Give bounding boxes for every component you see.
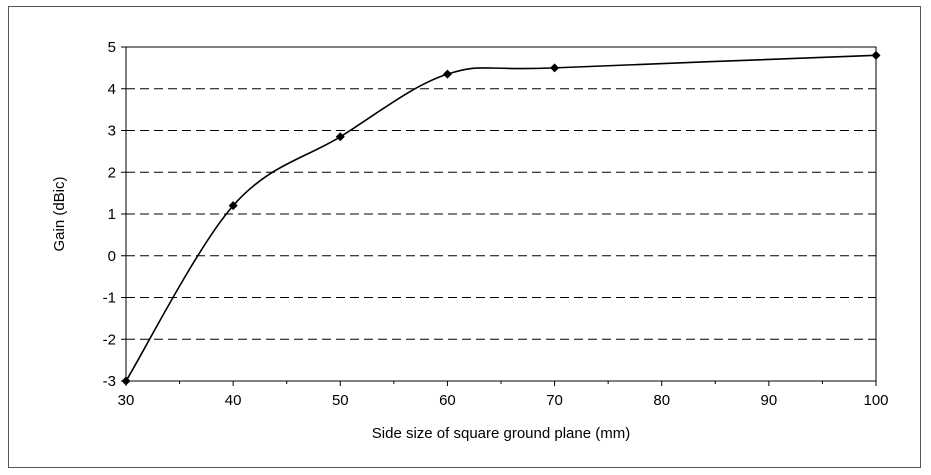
series-line [125, 54, 877, 382]
y-axis-label: Gain (dBic) [51, 176, 68, 251]
chart-frame: 30 40 50 60 70 80 90 100 5 4 3 2 1 0 -1 -2 -3 Side size… [8, 6, 921, 468]
gridlines [126, 88, 876, 340]
data-markers [121, 50, 881, 386]
y-axis-tick-labels: 5 4 3 2 1 0 -1 -2 -3 [103, 39, 116, 390]
y-tick-label: -1 [103, 290, 116, 307]
y-tick-label: 4 [108, 81, 116, 98]
x-tick-label: 30 [118, 392, 135, 409]
axis-ticks [121, 46, 877, 386]
data-point-marker [335, 132, 345, 142]
line-chart: 30 40 50 60 70 80 90 100 5 4 3 2 1 0 -1 -2 -3 Side size… [51, 39, 889, 442]
x-tick-label: 50 [332, 392, 349, 409]
y-tick-label: 5 [108, 39, 116, 56]
y-tick-label: 3 [108, 123, 116, 140]
data-point-marker [871, 50, 881, 60]
y-tick-label: 0 [108, 248, 116, 265]
y-tick-label: -2 [103, 331, 116, 348]
y-tick-label: 2 [108, 164, 116, 181]
x-tick-label: 100 [863, 392, 888, 409]
x-tick-label: 40 [225, 392, 242, 409]
x-axis-label: Side size of square ground plane (mm) [372, 425, 630, 442]
data-point-marker [550, 63, 560, 73]
x-axis-tick-labels: 30 40 50 60 70 80 90 100 [118, 392, 889, 409]
y-tick-label: 1 [108, 206, 116, 223]
x-tick-label: 60 [439, 392, 456, 409]
x-tick-label: 90 [761, 392, 778, 409]
data-point-marker [121, 376, 131, 386]
x-tick-label: 80 [653, 392, 670, 409]
x-tick-label: 70 [546, 392, 563, 409]
y-tick-label: -3 [103, 373, 116, 390]
data-point-marker [442, 69, 452, 79]
data-point-marker [228, 201, 238, 211]
